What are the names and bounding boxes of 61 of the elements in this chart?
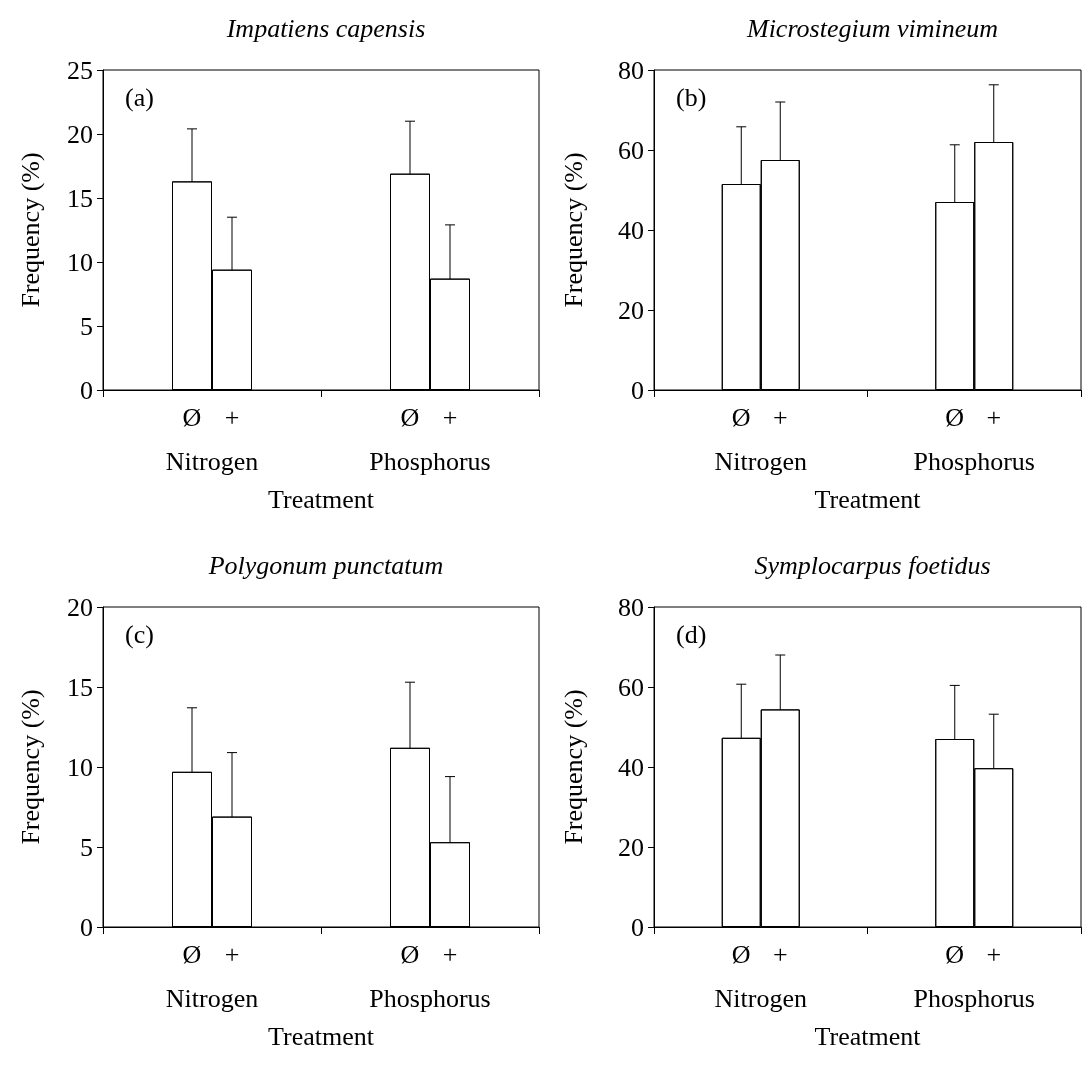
series-label: Ø bbox=[731, 939, 751, 969]
series-label: Ø bbox=[182, 402, 202, 432]
series-label: + bbox=[224, 939, 240, 969]
x-tick-label: Phosphorus bbox=[913, 446, 1035, 476]
y-tick-label: 15 bbox=[67, 183, 93, 213]
x-tick-label: Phosphorus bbox=[913, 983, 1035, 1013]
y-tick-label: 20 bbox=[67, 119, 93, 149]
x-axis-title: Treatment bbox=[814, 1021, 922, 1051]
y-tick-label: 20 bbox=[618, 832, 644, 862]
y-tick-label: 0 bbox=[631, 375, 644, 405]
annotation: (b) bbox=[676, 82, 707, 112]
text: + bbox=[986, 939, 1002, 969]
x-tick-label: Phosphorus bbox=[369, 983, 491, 1013]
y-tick-label: 5 bbox=[80, 832, 93, 862]
text: Ø bbox=[945, 939, 965, 969]
series-label: + bbox=[772, 402, 788, 432]
y-tick-label: 5 bbox=[80, 311, 93, 341]
annotation: (c) bbox=[125, 619, 154, 649]
y-tick-label: 10 bbox=[67, 247, 93, 277]
x-axis-title: Treatment bbox=[268, 1021, 375, 1051]
series-label: + bbox=[772, 939, 788, 969]
y-tick-label: 0 bbox=[80, 912, 93, 942]
chart-title: Microstegium vimineum bbox=[745, 13, 999, 43]
chart-title: Impatiens capensis bbox=[225, 13, 426, 43]
series-label: Ø bbox=[182, 939, 202, 969]
annotation: (d) bbox=[676, 619, 707, 649]
annotation: (a) bbox=[125, 82, 154, 112]
text: + bbox=[442, 939, 458, 969]
text: Ø bbox=[400, 939, 420, 969]
y-tick-label: 0 bbox=[631, 912, 644, 942]
y-axis-title: Frequency (%) bbox=[15, 689, 45, 845]
y-tick-label: 20 bbox=[618, 295, 644, 325]
text: Ø bbox=[945, 402, 965, 432]
text: Ø bbox=[400, 402, 420, 432]
x-tick-label: Nitrogen bbox=[714, 446, 807, 476]
y-tick-label: 40 bbox=[618, 215, 644, 245]
x-tick-label: Nitrogen bbox=[714, 983, 807, 1013]
y-tick-label: 15 bbox=[67, 672, 93, 702]
y-tick-label: 60 bbox=[618, 135, 644, 165]
y-tick-label: 10 bbox=[67, 752, 93, 782]
y-tick-label: 60 bbox=[618, 672, 644, 702]
y-tick-label: 0 bbox=[80, 375, 93, 405]
text: + bbox=[442, 402, 458, 432]
x-tick-label: Nitrogen bbox=[165, 446, 259, 476]
y-axis-title: Frequency (%) bbox=[558, 689, 588, 845]
series-label: + bbox=[224, 402, 240, 432]
x-tick-label: Nitrogen bbox=[165, 983, 259, 1013]
y-tick-label: 20 bbox=[67, 592, 93, 622]
x-tick-label: Phosphorus bbox=[369, 446, 491, 476]
x-axis-title: Treatment bbox=[814, 484, 922, 514]
y-tick-label: 40 bbox=[618, 752, 644, 782]
y-tick-label: 80 bbox=[618, 592, 644, 622]
series-label: Ø bbox=[731, 402, 751, 432]
text: + bbox=[986, 402, 1002, 432]
y-axis-title: Frequency (%) bbox=[15, 152, 45, 308]
y-tick-label: 25 bbox=[67, 55, 93, 85]
chart-title: Polygonum punctatum bbox=[207, 550, 444, 580]
y-axis-title: Frequency (%) bbox=[558, 152, 588, 308]
y-tick-label: 80 bbox=[618, 55, 644, 85]
x-axis-title: Treatment bbox=[268, 484, 375, 514]
chart-title: Symplocarpus foetidus bbox=[754, 550, 991, 580]
